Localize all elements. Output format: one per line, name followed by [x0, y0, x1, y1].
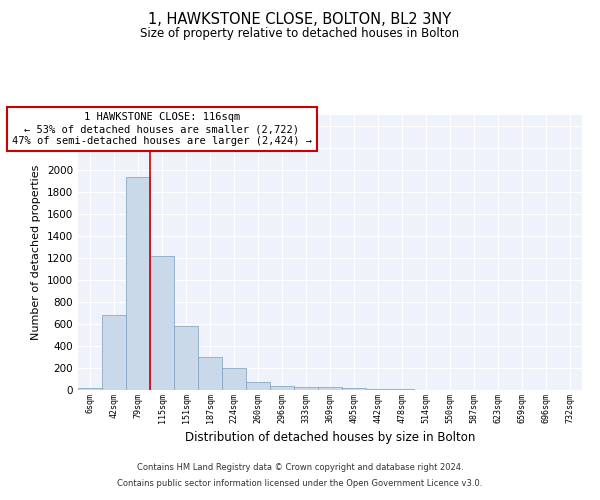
- Bar: [150, 256, 174, 390]
- Bar: [342, 388, 366, 390]
- X-axis label: Distribution of detached houses by size in Bolton: Distribution of detached houses by size …: [185, 431, 475, 444]
- Y-axis label: Number of detached properties: Number of detached properties: [31, 165, 41, 340]
- Text: 1 HAWKSTONE CLOSE: 116sqm
← 53% of detached houses are smaller (2,722)
47% of se: 1 HAWKSTONE CLOSE: 116sqm ← 53% of detac…: [12, 112, 312, 146]
- Bar: [270, 386, 294, 390]
- Text: Size of property relative to detached houses in Bolton: Size of property relative to detached ho…: [140, 28, 460, 40]
- Bar: [294, 386, 318, 390]
- Bar: [198, 357, 222, 390]
- Bar: [174, 326, 198, 390]
- Bar: [78, 388, 102, 390]
- Text: Contains HM Land Registry data © Crown copyright and database right 2024.: Contains HM Land Registry data © Crown c…: [137, 464, 463, 472]
- Bar: [126, 176, 150, 390]
- Bar: [246, 382, 270, 390]
- Bar: [102, 315, 126, 390]
- Bar: [366, 389, 390, 390]
- Bar: [222, 368, 246, 390]
- Text: 1, HAWKSTONE CLOSE, BOLTON, BL2 3NY: 1, HAWKSTONE CLOSE, BOLTON, BL2 3NY: [148, 12, 452, 28]
- Bar: [318, 387, 342, 390]
- Text: Contains public sector information licensed under the Open Government Licence v3: Contains public sector information licen…: [118, 478, 482, 488]
